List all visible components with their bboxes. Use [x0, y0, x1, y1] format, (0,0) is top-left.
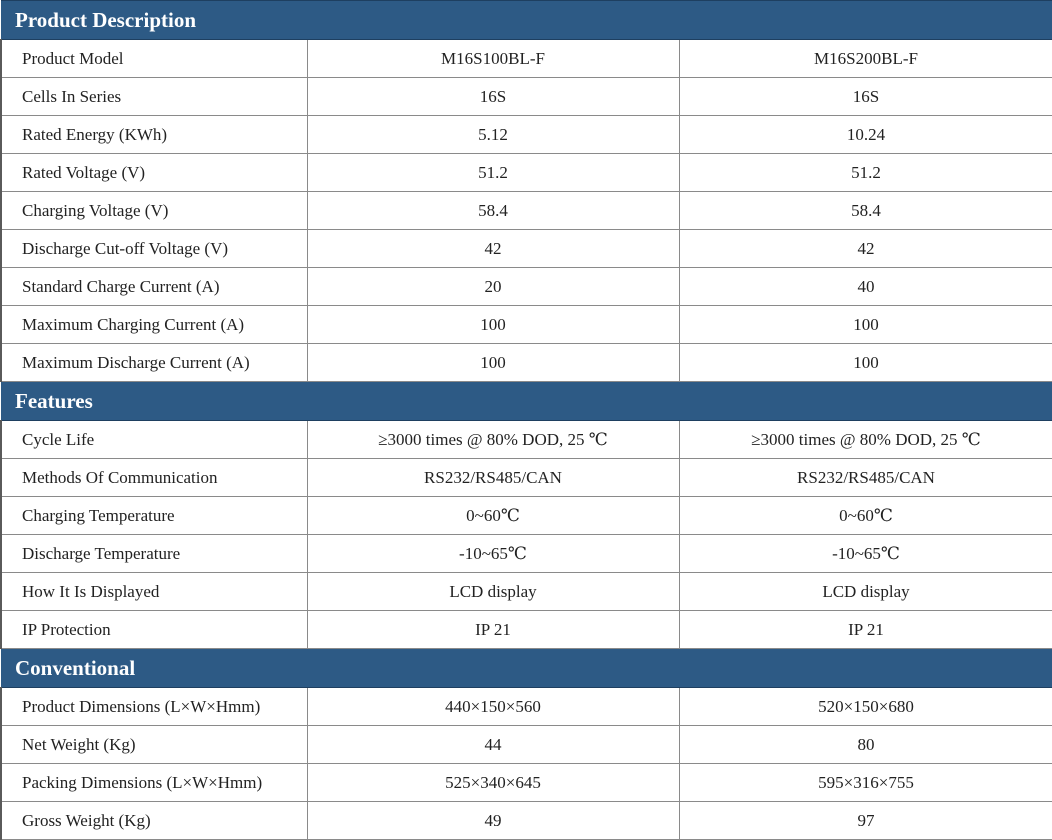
model-1-value: -10~65℃ — [306, 534, 679, 573]
model-1-value: LCD display — [306, 572, 679, 611]
model-2-value: 80 — [678, 725, 1052, 764]
model-1-value: 16S — [306, 77, 679, 116]
table-row: Methods Of Communication RS232/RS485/CAN R… — [0, 458, 1052, 497]
table-row: Cells In Series 16S 16S — [0, 77, 1052, 116]
row-label: Product Model — [0, 39, 307, 78]
section-title: Features — [1, 381, 1052, 421]
row-label: Charging Voltage (V) — [0, 191, 307, 230]
table-row: Cycle Life ≥3000 times @ 80% DOD, 25 ℃ ≥30… — [0, 420, 1052, 459]
table-row: Gross Weight (Kg) 49 97 — [0, 801, 1052, 840]
table-row: Net Weight (Kg) 44 80 — [0, 725, 1052, 764]
model-1-value: 0~60℃ — [306, 496, 679, 535]
model-1-value: 20 — [306, 267, 679, 306]
model-1-value: M16S100BL-F — [306, 39, 679, 78]
model-2-value: 100 — [678, 343, 1052, 382]
table-row: Maximum Discharge Current (A) 100 100 — [0, 343, 1052, 382]
model-2-value: M16S200BL-F — [678, 39, 1052, 78]
model-1-value: 100 — [306, 305, 679, 344]
section-header: Product Description — [1, 0, 1052, 40]
model-2-value: 0~60℃ — [678, 496, 1052, 535]
model-1-value: 49 — [306, 801, 679, 840]
table-row: IP Protection IP 21 IP 21 — [0, 610, 1052, 649]
row-label: Discharge Cut-off Voltage (V) — [0, 229, 307, 268]
model-1-value: 5.12 — [306, 115, 679, 154]
table-row: Charging Temperature 0~60℃ 0~60℃ — [0, 496, 1052, 535]
model-1-value: IP 21 — [306, 610, 679, 649]
row-label: Standard Charge Current (A) — [0, 267, 307, 306]
model-1-value: RS232/RS485/CAN — [306, 458, 679, 497]
table-row: Product Dimensions (L×W×Hmm) 440×150×560 5… — [0, 687, 1052, 726]
model-1-value: 525×340×645 — [306, 763, 679, 802]
table-row: Charging Voltage (V) 58.4 58.4 — [0, 191, 1052, 230]
row-label: Cycle Life — [0, 420, 307, 459]
table-row: Rated Voltage (V) 51.2 51.2 — [0, 153, 1052, 192]
model-2-value: RS232/RS485/CAN — [678, 458, 1052, 497]
model-2-value: 16S — [678, 77, 1052, 116]
table-row: Discharge Temperature -10~65℃ -10~65℃ — [0, 534, 1052, 573]
row-label: Discharge Temperature — [0, 534, 307, 573]
table-row: Maximum Charging Current (A) 100 100 — [0, 305, 1052, 344]
row-label: How It Is Displayed — [0, 572, 307, 611]
row-label: Net Weight (Kg) — [0, 725, 307, 764]
model-2-value: 100 — [678, 305, 1052, 344]
table-row: Discharge Cut-off Voltage (V) 42 42 — [0, 229, 1052, 268]
row-label: Methods Of Communication — [0, 458, 307, 497]
model-1-value: 100 — [306, 343, 679, 382]
model-1-value: 44 — [306, 725, 679, 764]
model-2-value: 42 — [678, 229, 1052, 268]
model-2-value: 40 — [678, 267, 1052, 306]
model-2-value: -10~65℃ — [678, 534, 1052, 573]
model-2-value: 595×316×755 — [678, 763, 1052, 802]
model-1-value: 51.2 — [306, 153, 679, 192]
model-1-value: ≥3000 times @ 80% DOD, 25 ℃ — [306, 420, 679, 459]
model-1-value: 58.4 — [306, 191, 679, 230]
row-label: Packing Dimensions (L×W×Hmm) — [0, 763, 307, 802]
table-row: Product Model M16S100BL-F M16S200BL-F — [0, 39, 1052, 78]
table-row: How It Is Displayed LCD display LCD displa… — [0, 572, 1052, 611]
model-2-value: 520×150×680 — [678, 687, 1052, 726]
model-2-value: LCD display — [678, 572, 1052, 611]
section-header: Features — [1, 381, 1052, 421]
row-label: Charging Temperature — [0, 496, 307, 535]
table-row: Rated Energy (KWh) 5.12 10.24 — [0, 115, 1052, 154]
row-label: Maximum Charging Current (A) — [0, 305, 307, 344]
model-1-value: 42 — [306, 229, 679, 268]
row-label: IP Protection — [0, 610, 307, 649]
row-label: Maximum Discharge Current (A) — [0, 343, 307, 382]
model-2-value: ≥3000 times @ 80% DOD, 25 ℃ — [678, 420, 1052, 459]
table-row: Standard Charge Current (A) 20 40 — [0, 267, 1052, 306]
section-title: Conventional — [1, 648, 1052, 688]
model-2-value: 58.4 — [678, 191, 1052, 230]
section-header: Conventional — [1, 648, 1052, 688]
row-label: Rated Voltage (V) — [0, 153, 307, 192]
model-1-value: 440×150×560 — [306, 687, 679, 726]
row-label: Gross Weight (Kg) — [0, 801, 307, 840]
row-label: Rated Energy (KWh) — [0, 115, 307, 154]
model-2-value: 51.2 — [678, 153, 1052, 192]
table-row: Packing Dimensions (L×W×Hmm) 525×340×645 5… — [0, 763, 1052, 802]
model-2-value: 10.24 — [678, 115, 1052, 154]
model-2-value: 97 — [678, 801, 1052, 840]
model-2-value: IP 21 — [678, 610, 1052, 649]
section-title: Product Description — [1, 0, 1052, 40]
row-label: Product Dimensions (L×W×Hmm) — [0, 687, 307, 726]
row-label: Cells In Series — [0, 77, 307, 116]
